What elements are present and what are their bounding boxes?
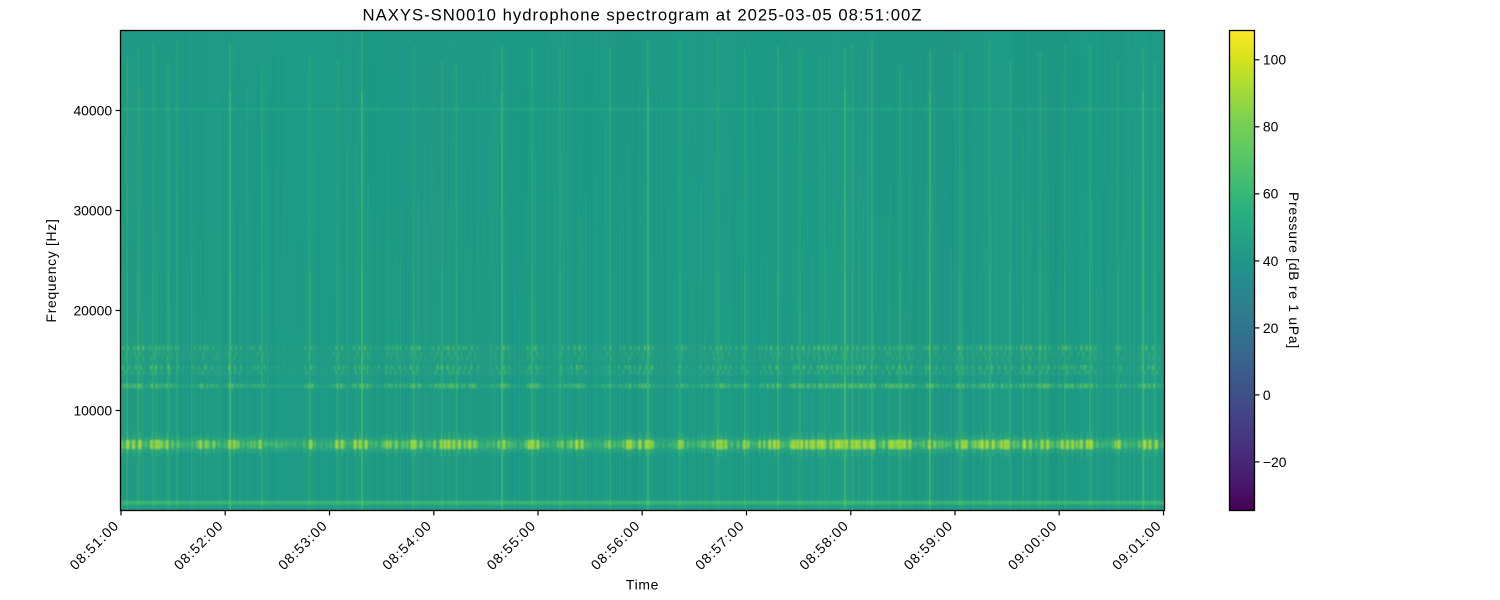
svg-text:Pressure [dB re 1 uPa]: Pressure [dB re 1 uPa]	[1286, 192, 1302, 349]
svg-text:40: 40	[1263, 253, 1279, 269]
svg-text:100: 100	[1263, 52, 1286, 68]
svg-text:10000: 10000	[73, 402, 112, 418]
svg-text:20000: 20000	[73, 302, 112, 318]
svg-text:0: 0	[1263, 387, 1271, 403]
svg-text:−20: −20	[1263, 454, 1287, 470]
svg-text:40000: 40000	[73, 102, 112, 118]
svg-text:60: 60	[1263, 186, 1279, 202]
svg-text:80: 80	[1263, 119, 1279, 135]
svg-text:20: 20	[1263, 320, 1279, 336]
svg-text:30000: 30000	[73, 202, 112, 218]
svg-text:Time: Time	[626, 577, 659, 593]
svg-text:Frequency [Hz]: Frequency [Hz]	[43, 219, 59, 323]
svg-text:NAXYS-SN0010 hydrophone spectr: NAXYS-SN0010 hydrophone spectrogram at 2…	[363, 6, 923, 25]
